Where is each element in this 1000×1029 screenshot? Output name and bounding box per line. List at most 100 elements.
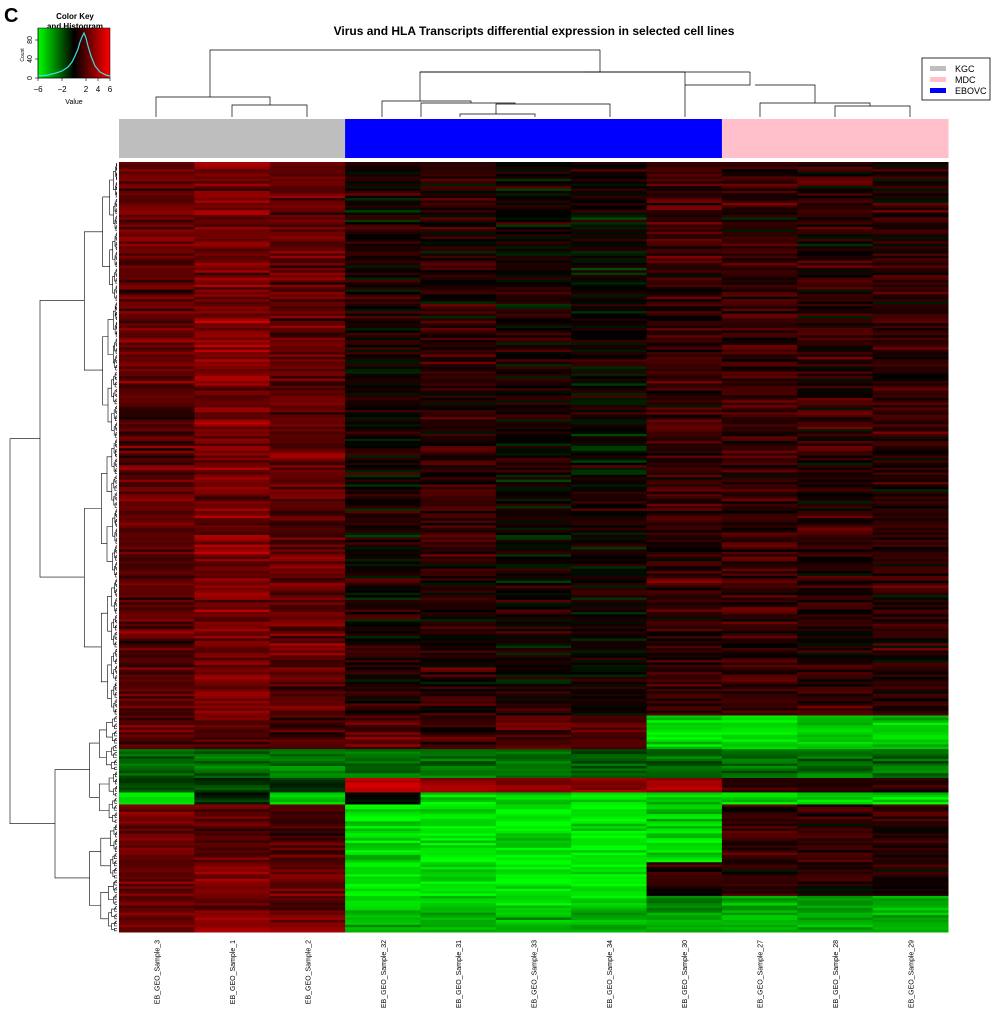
row-dendrogram-branch: [116, 847, 117, 849]
row-dendrogram-branch: [116, 551, 117, 553]
heatmap-grid: [119, 162, 949, 933]
row-dendrogram-branch: [90, 851, 101, 905]
row-dendrogram-branch: [116, 760, 117, 762]
row-dendrogram-branch: [116, 308, 117, 310]
color-key-ytick-2: 80: [27, 36, 34, 44]
row-dendrogram-branch: [101, 613, 107, 682]
row-dendrogram-branch: [114, 928, 117, 930]
row-dendrogram-branch: [115, 753, 117, 755]
row-dendrogram-branch: [116, 339, 117, 341]
row-dendrogram-branch: [116, 584, 117, 586]
row-dendrogram-branch: [116, 880, 117, 882]
row-dendrogram-branch: [108, 913, 111, 926]
row-dendrogram-branch: [107, 457, 112, 492]
row-dendrogram-branch: [112, 623, 114, 640]
row-dendrogram-branch: [116, 238, 117, 240]
heatmap-cell: [873, 930, 949, 933]
color-key-xtick-0: −6: [33, 85, 43, 94]
row-dendrogram-branch: [116, 469, 117, 471]
sample-label: EB_GEO_Sample_30: [682, 940, 689, 1008]
row-dendrogram-branch: [116, 428, 117, 430]
row-dendrogram-branch: [116, 382, 117, 384]
row-dendrogram-branch: [116, 365, 117, 367]
row-dendrogram-branch: [116, 226, 117, 228]
heatmap-cell: [496, 930, 572, 933]
row-dendrogram-branch: [116, 632, 117, 634]
row-dendrogram-branch: [116, 659, 117, 661]
row-dendrogram-branch: [112, 448, 114, 466]
group-bar-cell: [496, 119, 572, 158]
row-dendrogram-branch: [90, 743, 100, 797]
row-dendrogram-branch: [115, 921, 117, 923]
row-dendrogram-branch: [116, 252, 117, 254]
row-dendrogram-branch: [116, 416, 117, 418]
row-dendrogram-branch: [112, 380, 114, 397]
row-dendrogram-branch: [116, 204, 117, 206]
column-dendrogram: [156, 50, 910, 117]
row-dendrogram-branch: [113, 815, 116, 821]
row-dendrogram-branch: [116, 854, 117, 856]
row-dendrogram-branch: [112, 762, 115, 768]
row-dendrogram-branch: [116, 608, 117, 610]
row-dendrogram-branch: [112, 909, 115, 916]
row-dendrogram-branch: [116, 233, 117, 235]
row-dendrogram-branch: [110, 860, 113, 873]
row-dendrogram-branch: [116, 654, 117, 656]
heatmap-cell: [571, 930, 647, 933]
row-dendrogram-branch: [116, 503, 117, 505]
row-dendrogram-branch: [116, 394, 117, 396]
group-bar-cell: [571, 119, 647, 158]
color-key-title-line1: Color Key: [56, 12, 94, 21]
row-dendrogram-branch: [116, 572, 117, 574]
group-bar-cell: [873, 119, 949, 158]
row-dendrogram-branch: [116, 568, 117, 570]
row-dendrogram-branch: [115, 876, 117, 878]
sample-label: EB_GEO_Sample_1: [230, 940, 237, 1004]
legend: KGC MDC EBOVC: [922, 58, 990, 100]
sample-labels: EB_GEO_Sample_3 EB_GEO_Sample_1 EB_GEO_Sam…: [155, 940, 916, 1008]
row-dendrogram-branch: [116, 406, 117, 408]
row-dendrogram-branch: [116, 274, 117, 276]
color-key-x-axis: −6 −2 2 4 6 Value: [33, 78, 112, 106]
row-dendrogram-branch: [115, 767, 117, 769]
row-dendrogram-branch: [116, 389, 117, 391]
row-dendrogram-branch: [116, 445, 117, 447]
row-dendrogram-branch: [108, 388, 112, 422]
row-dendrogram-branch: [116, 221, 117, 223]
group-bar-cell: [270, 119, 346, 158]
row-dendrogram-branch: [116, 813, 117, 815]
group-bar-cell: [194, 119, 270, 158]
row-dendrogram-branch: [115, 820, 117, 822]
heatmap-cell: [420, 930, 496, 933]
row-dendrogram-branch: [116, 515, 117, 517]
row-dendrogram-branch: [116, 799, 117, 801]
legend-label-0: KGC: [955, 64, 975, 74]
row-dendrogram-branch: [116, 433, 117, 435]
row-dendrogram-branch: [116, 529, 117, 531]
legend-swatch-0: [930, 66, 946, 71]
row-dendrogram-branch: [116, 454, 117, 456]
color-key-xtick-4: 6: [108, 85, 113, 94]
row-dendrogram-branch: [116, 539, 117, 541]
row-dendrogram-branch: [116, 683, 117, 685]
row-dendrogram-branch: [116, 637, 117, 639]
sample-label: EB_GEO_Sample_3: [155, 940, 162, 1004]
legend-label-1: MDC: [955, 75, 976, 85]
row-dendrogram-branch: [116, 895, 117, 897]
heatmap-cell: [119, 930, 195, 933]
sample-label: EB_GEO_Sample_29: [908, 940, 915, 1008]
row-dendrogram-branch: [116, 594, 117, 596]
row-dendrogram-branch: [116, 589, 117, 591]
row-dendrogram-branch: [101, 474, 107, 544]
row-dendrogram-branch: [115, 902, 117, 904]
row-dendrogram-branch: [84, 509, 101, 647]
row-dendrogram-branch: [116, 888, 117, 890]
row-dendrogram-branch: [116, 772, 117, 774]
row-dendrogram-branch: [116, 257, 117, 260]
row-dendrogram-branch: [116, 832, 117, 834]
row-dendrogram-branch: [116, 693, 117, 695]
row-dendrogram-branch: [112, 588, 115, 606]
row-dendrogram-branch: [116, 361, 117, 363]
row-dendrogram-branch: [101, 838, 111, 866]
color-key-xtick-2: 2: [84, 85, 89, 94]
